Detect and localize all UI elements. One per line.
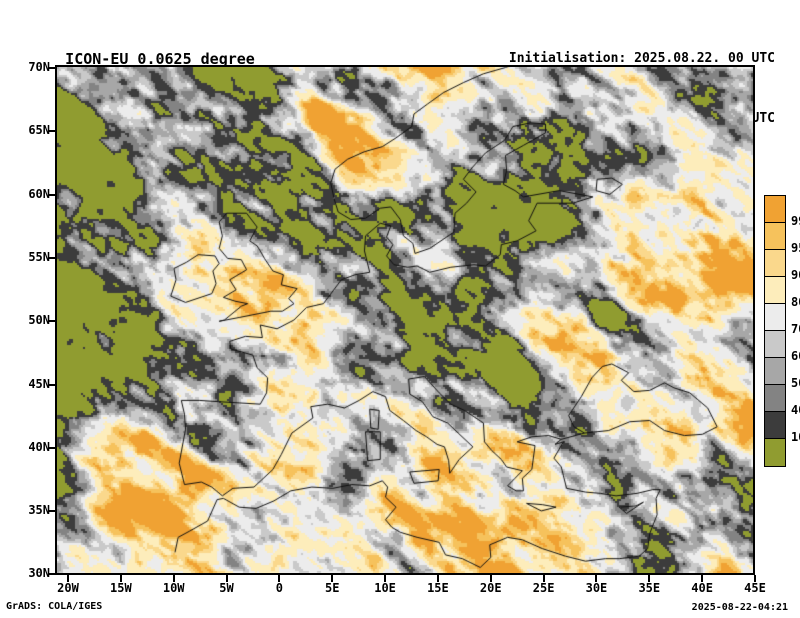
lat-tick-label: 35N [28,503,50,518]
lon-tick-mark [701,575,704,582]
colorbar-segment [765,385,785,412]
lon-tick-mark [753,575,756,582]
lon-tick-mark [542,575,545,582]
lat-tick-label: 60N [28,186,50,201]
colorbar-segment [765,412,785,439]
lon-tick-mark [225,575,228,582]
lat-tick-mark [48,573,55,576]
weather-map [55,65,755,575]
lon-tick-label: 35E [638,581,661,595]
lat-tick-mark [48,256,55,259]
model-title: ICON-EU 0.0625 degree [65,50,255,68]
lat-tick-label: 55N [28,249,50,264]
lat-tick-mark [48,446,55,449]
colorbar-segment [765,277,785,304]
lat-tick-mark [48,130,55,133]
lon-tick-label: 45E [744,581,766,595]
colorbar-label: 60 [791,349,800,363]
lon-tick-mark [648,575,651,582]
lat-tick-label: 50N [28,313,50,328]
colorbar-label: 10 [791,430,800,444]
lon-tick-mark [331,575,334,582]
colorbar-segment [765,196,785,223]
lat-tick-label: 65N [28,123,50,138]
colorbar-label: 50 [791,376,800,390]
lon-tick-label: 20W [57,581,79,595]
lon-tick-label: 5E [324,581,340,595]
cloud-cover-field [55,65,755,575]
lon-tick-label: 15W [110,581,132,595]
lon-tick-label: 15E [427,581,449,595]
colorbar-label: 90 [791,268,800,282]
colorbar-segment [765,223,785,250]
lon-tick-mark [595,575,598,582]
colorbar-label: 99.5 [791,214,800,228]
colorbar-segment [765,331,785,358]
lat-tick-mark [48,510,55,513]
colorbar-segment [765,250,785,277]
grads-credit: GrADS: COLA/IGES [6,601,103,612]
lat-tick-label: 40N [28,439,50,454]
lat-tick-label: 45N [28,376,50,391]
init-time: Initialisation: 2025.08.22. 00 UTC [508,51,775,66]
lon-tick-label: 10W [162,581,185,595]
lat-tick-mark [48,320,55,323]
lon-tick-label: 10E [374,581,396,595]
lon-tick-mark [67,575,69,582]
lon-tick-mark [489,575,492,582]
lon-tick-mark [119,575,122,582]
lat-tick-mark [48,193,55,196]
colorbar-label: 40 [791,403,800,417]
lat-tick-mark [48,383,55,386]
lat-tick-label: 30N [28,566,50,581]
lon-tick-mark [436,575,439,582]
colorbar-label: 70 [791,322,800,336]
lon-tick-mark [172,575,175,582]
colorbar-label: 80 [791,295,800,309]
colorbar-segment [765,304,785,331]
colorbar [764,195,786,467]
lon-tick-label: 0 [275,581,283,595]
lon-tick-label: 5W [219,581,234,595]
lon-tick-label: 20E [479,581,502,595]
lat-tick-label: 70N [28,60,50,74]
lon-tick-mark [278,575,281,582]
lat-tick-mark [48,67,55,69]
lon-tick-label: 30E [585,581,608,595]
colorbar-segment [765,358,785,385]
colorbar-label: 95 [791,241,800,255]
colorbar-segment [765,439,785,466]
lon-tick-mark [384,575,387,582]
lon-tick-label: 40E [691,581,713,595]
lon-tick-label: 25E [532,581,555,595]
creation-timestamp: 2025-08-22-04:21 [691,602,788,613]
